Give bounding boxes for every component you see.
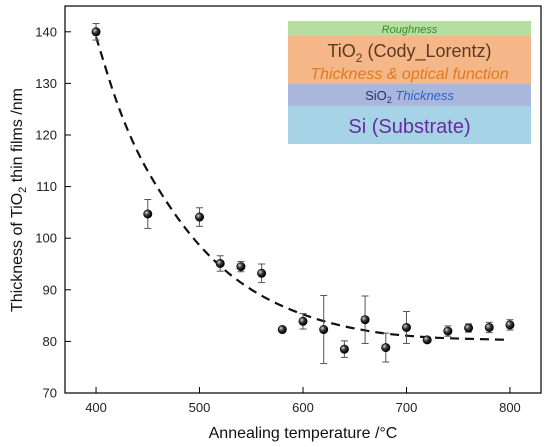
inset-layer-sio2 bbox=[288, 84, 531, 106]
inset-roughness-label: Roughness bbox=[382, 24, 438, 36]
inset-tio2-model: (Cody_Lorentz) bbox=[362, 41, 491, 62]
inset-sio2-thickness: Thickness bbox=[395, 88, 454, 103]
data-marker bbox=[464, 323, 474, 333]
data-marker bbox=[257, 268, 267, 278]
x-tick-label: 500 bbox=[189, 400, 211, 415]
data-point bbox=[257, 263, 267, 284]
inset-sio2-text: SiO bbox=[365, 88, 387, 103]
data-marker bbox=[339, 344, 349, 354]
data-point bbox=[381, 332, 391, 363]
inset-layer-roughness bbox=[288, 21, 531, 36]
y-tick-label: 120 bbox=[35, 128, 57, 143]
data-marker bbox=[195, 212, 205, 222]
data-marker bbox=[401, 322, 411, 332]
x-axis-title: Annealing temperature /°C bbox=[209, 425, 398, 442]
x-axis-ticks: 400 500 600 700 800 bbox=[85, 387, 521, 415]
data-point bbox=[443, 325, 453, 337]
x-tick-label: 400 bbox=[85, 400, 107, 415]
data-point bbox=[505, 319, 515, 331]
y-tick-label: 130 bbox=[35, 76, 57, 91]
y-tick-label: 100 bbox=[35, 231, 57, 246]
data-point bbox=[215, 255, 225, 272]
data-point bbox=[195, 207, 205, 227]
data-marker bbox=[319, 325, 329, 335]
y-tick-label: 90 bbox=[43, 282, 57, 297]
data-point bbox=[484, 321, 494, 334]
y-axis-title-sub: 2 bbox=[17, 187, 29, 193]
data-marker bbox=[484, 322, 494, 332]
data-marker bbox=[215, 258, 225, 268]
data-point bbox=[422, 335, 432, 345]
inset-sio2-sub: 2 bbox=[387, 95, 392, 105]
y-axis-title: Thickness of TiO2 thin films /nm bbox=[9, 88, 29, 312]
data-point bbox=[236, 260, 246, 273]
data-marker bbox=[422, 335, 432, 345]
data-marker bbox=[91, 27, 101, 37]
data-marker bbox=[236, 262, 246, 272]
y-tick-label: 80 bbox=[43, 334, 57, 349]
data-point bbox=[339, 340, 349, 358]
fit-curve-group bbox=[94, 36, 510, 341]
data-marker bbox=[360, 315, 370, 325]
data-points-group bbox=[91, 23, 515, 365]
y-tick-label: 110 bbox=[36, 179, 57, 194]
inset-tio2-label: TiO2 (Cody_Lorentz) bbox=[327, 41, 491, 65]
inset-tio2-sub-label: Thickness & optical function bbox=[310, 66, 508, 83]
inset-tio2-sub: 2 bbox=[356, 51, 363, 65]
data-point bbox=[464, 323, 474, 333]
data-marker bbox=[505, 320, 515, 330]
data-marker bbox=[443, 326, 453, 336]
data-marker bbox=[298, 316, 308, 326]
y-axis-ticks: 70 80 90 100 110 120 130 140 bbox=[35, 24, 71, 401]
data-point bbox=[360, 295, 370, 344]
y-axis-title-rest: thin films /nm bbox=[9, 88, 26, 187]
data-marker bbox=[143, 209, 153, 219]
inset-tio2-text: TiO bbox=[327, 41, 355, 61]
x-tick-label: 800 bbox=[499, 400, 521, 415]
y-tick-label: 140 bbox=[35, 24, 57, 39]
x-tick-label: 600 bbox=[292, 400, 314, 415]
data-marker bbox=[381, 343, 391, 353]
x-tick-label: 700 bbox=[396, 400, 418, 415]
inset-si-label: Si (Substrate) bbox=[348, 116, 470, 138]
data-point bbox=[143, 199, 153, 229]
inset-roughness-text: Roughness bbox=[382, 24, 438, 36]
y-axis-title-main: Thickness of TiO bbox=[9, 193, 26, 312]
fit-curve bbox=[94, 36, 510, 341]
data-point bbox=[298, 313, 308, 330]
inset-sio2-label: SiO2 Thickness bbox=[365, 88, 454, 105]
layer-stack-inset: Roughness TiO2 (Cody_Lorentz) Thickness … bbox=[288, 21, 531, 144]
data-point bbox=[91, 23, 101, 41]
y-tick-label: 70 bbox=[43, 386, 57, 401]
inset-tio2-sub-text: Thickness & optical function bbox=[310, 66, 508, 83]
inset-layer-tio2 bbox=[288, 36, 531, 84]
inset-layer-si bbox=[288, 106, 531, 144]
data-point bbox=[401, 310, 411, 344]
data-marker bbox=[277, 325, 287, 335]
data-point bbox=[277, 325, 287, 335]
inset-si-text: Si (Substrate) bbox=[348, 116, 470, 138]
data-point bbox=[319, 294, 329, 365]
